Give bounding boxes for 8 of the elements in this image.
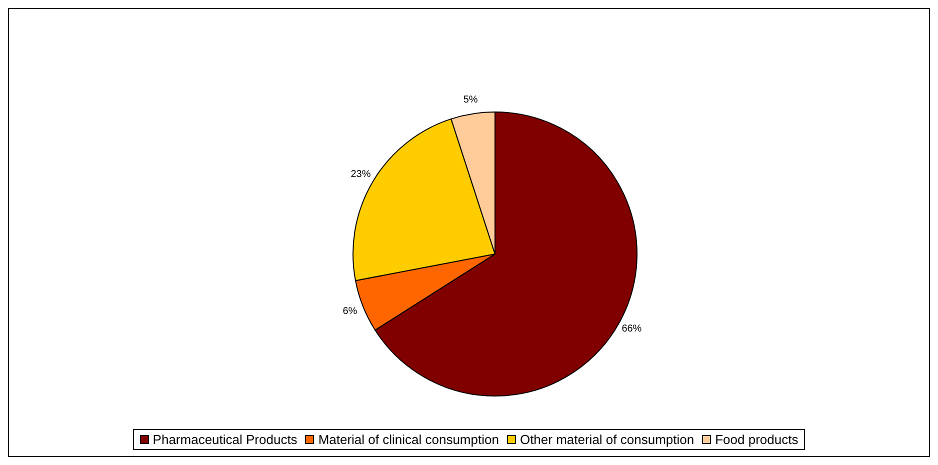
data-label: 6% (342, 306, 358, 317)
legend-label: Material of clinical consumption (317, 432, 499, 447)
legend-label: Food products (714, 432, 798, 447)
legend-label: Other material of consumption (518, 432, 694, 447)
data-label: 66% (622, 324, 642, 335)
data-label: 23% (350, 169, 371, 180)
legend-label: Pharmaceutical Products (152, 432, 298, 447)
data-label: 5% (463, 94, 478, 106)
